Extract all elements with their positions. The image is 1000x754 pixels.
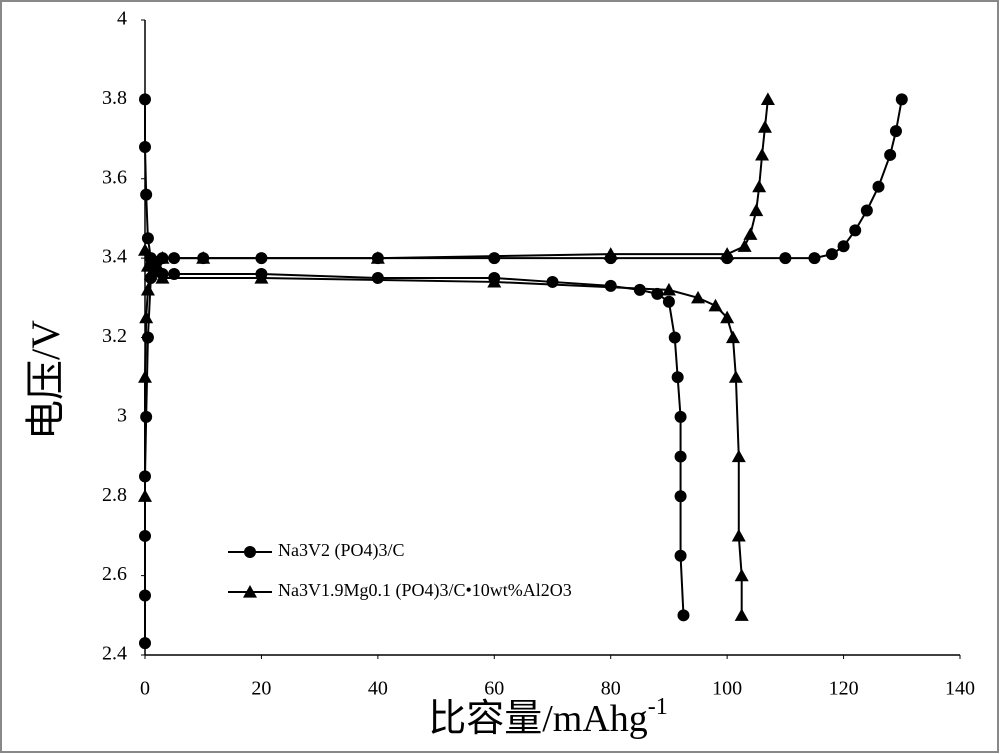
point: [139, 141, 151, 153]
point: [138, 489, 152, 502]
point: [139, 637, 151, 650]
point: [140, 410, 153, 423]
point: [603, 247, 618, 260]
x-tick-label: 80: [601, 678, 621, 700]
point: [779, 252, 792, 265]
point: [155, 270, 170, 284]
point: [488, 252, 501, 265]
point: [755, 147, 770, 161]
legend-marker: [243, 585, 257, 598]
point: [633, 283, 646, 296]
point: [728, 370, 743, 383]
point: [138, 243, 152, 256]
point: [734, 608, 749, 621]
point: [749, 203, 764, 217]
x-tick-label: 120: [829, 678, 859, 700]
point: [370, 251, 385, 264]
point: [737, 239, 752, 252]
y-tick-label: 3.2: [102, 325, 127, 347]
point: [720, 310, 735, 324]
point: [691, 290, 706, 304]
legend-label: Na3V1.9Mg0.1 (PO4)3/C•10wt%Al2O3: [278, 580, 572, 601]
point: [604, 279, 617, 292]
x-label-main: 比容量/mAhg: [428, 698, 648, 740]
point: [674, 490, 687, 503]
point: [138, 370, 152, 383]
point: [708, 298, 723, 312]
point: [141, 331, 154, 344]
x-tick-label: 40: [368, 678, 388, 700]
point: [487, 274, 502, 288]
point: [731, 528, 746, 542]
x-tick-label: 140: [945, 678, 975, 700]
y-tick-label: 2.4: [102, 643, 127, 665]
y-tick-label: 4: [117, 8, 127, 30]
point: [674, 450, 687, 463]
point: [674, 549, 687, 562]
point: [140, 282, 155, 296]
point: [139, 589, 151, 602]
y-axis-label: 电压/V: [23, 320, 68, 440]
y-tick-label: 2.8: [102, 484, 127, 506]
legend-marker: [244, 546, 256, 558]
x-tick-label: 20: [251, 678, 271, 700]
point: [139, 310, 154, 324]
x-tick-label: 0: [140, 678, 150, 700]
point: [825, 248, 838, 261]
point: [743, 227, 758, 240]
point: [371, 271, 384, 284]
x-tick-label: 100: [712, 678, 742, 700]
y-tick-label: 3.4: [102, 246, 127, 268]
legend-label: Na3V2 (PO4)3/C: [278, 540, 405, 561]
point: [139, 93, 151, 106]
point: [860, 204, 873, 217]
point: [895, 93, 908, 106]
y-tick-label: 3.6: [102, 166, 127, 188]
point: [140, 188, 153, 201]
x-tick-label: 60: [484, 678, 504, 700]
point: [889, 125, 902, 138]
point: [139, 529, 151, 542]
series-line: [144, 99, 903, 644]
y-tick-label: 3.8: [102, 87, 127, 109]
point: [734, 568, 749, 582]
point: [837, 240, 850, 253]
point: [254, 270, 269, 284]
x-axis-label: 比容量/mAhg-1: [428, 694, 668, 740]
point: [720, 247, 735, 260]
point: [546, 275, 559, 288]
point: [872, 180, 885, 193]
point: [677, 609, 690, 622]
point: [849, 224, 862, 237]
point: [731, 449, 746, 463]
point: [661, 282, 676, 296]
point: [141, 232, 154, 245]
point: [674, 410, 687, 423]
point: [760, 92, 775, 105]
point: [752, 179, 767, 193]
point: [155, 251, 170, 264]
point: [662, 295, 675, 308]
point: [651, 287, 664, 300]
point: [671, 371, 684, 384]
series-line: [144, 99, 769, 616]
point: [884, 148, 897, 161]
point: [808, 252, 821, 265]
y-tick-label: 2.6: [102, 563, 127, 585]
point: [725, 330, 740, 344]
point: [196, 251, 211, 264]
y-tick-label: 3: [117, 404, 127, 426]
point: [668, 331, 681, 344]
point: [757, 120, 772, 133]
point: [143, 267, 158, 280]
x-label-sup: -1: [648, 694, 668, 720]
